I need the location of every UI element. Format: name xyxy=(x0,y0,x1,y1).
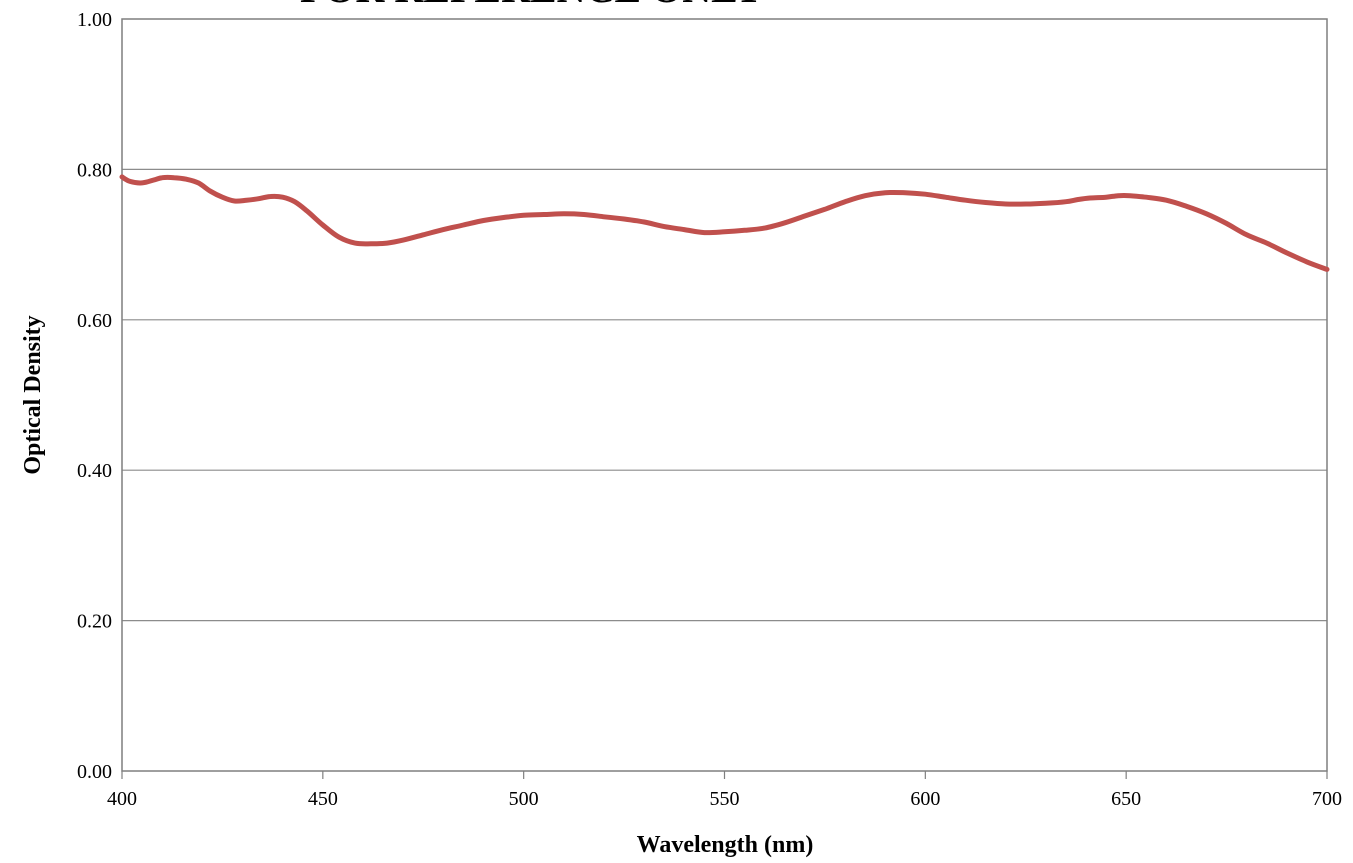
y-axis-tick-labels: 0.00 0.20 0.40 0.60 0.80 1.00 xyxy=(77,9,112,783)
y-tick-label: 0.60 xyxy=(77,310,112,332)
x-tick-label: 500 xyxy=(509,788,539,810)
x-axis-tick-labels: 400 450 500 550 600 650 700 xyxy=(107,788,1342,810)
x-tick-label: 650 xyxy=(1111,788,1141,810)
watermark-text: FOR REFERENCE ONLY xyxy=(300,0,763,11)
plot-area-frame xyxy=(121,18,1328,772)
y-tick-label: 0.00 xyxy=(77,761,112,783)
x-tick-label: 700 xyxy=(1312,788,1342,810)
x-tick-label: 400 xyxy=(107,788,137,810)
x-axis-title: Wavelength (nm) xyxy=(637,832,814,858)
y-tick-label: 0.20 xyxy=(77,611,112,633)
x-tick-label: 600 xyxy=(910,788,940,810)
x-tick-label: 550 xyxy=(710,788,740,810)
x-tick-label: 450 xyxy=(308,788,338,810)
series-line-optical-density xyxy=(119,174,1330,272)
x-axis-tick-marks xyxy=(121,771,1328,779)
gridlines xyxy=(122,168,1327,622)
y-tick-label: 1.00 xyxy=(77,9,112,31)
y-axis-title: Optical Density xyxy=(20,315,46,474)
y-tick-label: 0.80 xyxy=(77,159,112,181)
y-tick-label: 0.40 xyxy=(77,460,112,482)
